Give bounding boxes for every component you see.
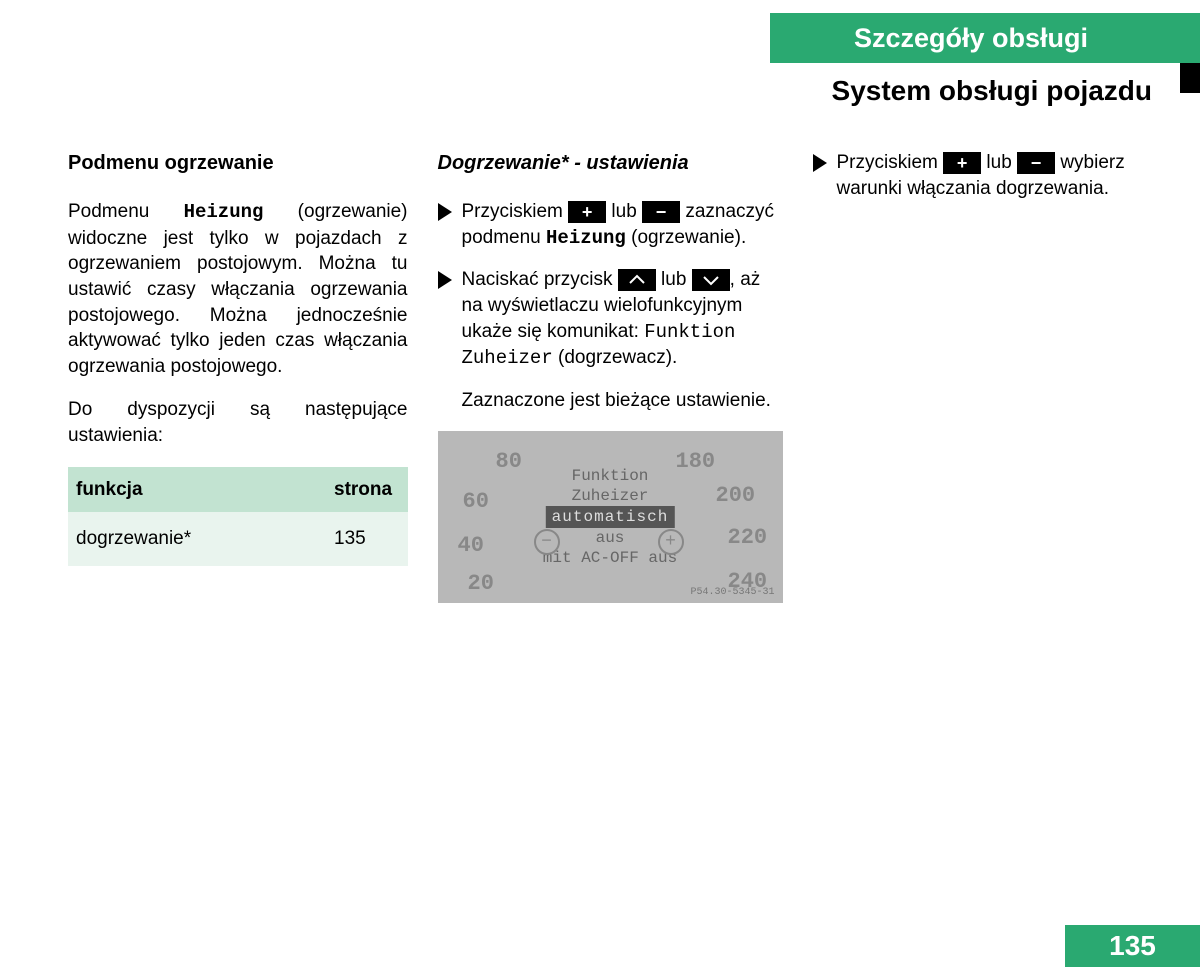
th-strona: strona [326,467,407,513]
plus-circle-icon: + [658,529,684,555]
thumb-tab [1180,63,1200,93]
text: (ogrzewanie). [626,227,746,248]
num: 220 [728,523,768,553]
column-2: Dogrzewanie* - ustawienia Przyciskiem + … [438,150,783,603]
text: lub [656,269,692,290]
mono-text: Heizung [546,227,626,249]
text: (ogrzewanie) widoczne jest tylko w pojaz… [68,201,408,377]
step-body: Przyciskiem + lub − zaznaczyć podmenu He… [462,199,783,251]
disp-line4: aus [543,528,677,548]
text: Podmenu [68,201,184,222]
text: Przyciskiem [837,152,944,173]
step-body: Przyciskiem + lub − wybierz warunki włąc… [837,150,1153,201]
disp-line2: Zuheizer [543,486,677,506]
down-arrow-button-icon [692,269,730,291]
display-footer: P54.30-5345-31 [690,586,774,600]
bullet-triangle-icon [813,154,827,172]
text: Przyciskiem [462,201,569,222]
table-header-row: funkcja strona [68,467,408,513]
mono-text: Heizung [184,201,264,223]
step-1: Przyciskiem + lub − wybierz warunki włąc… [813,150,1153,201]
minus-circle-icon: − [534,529,560,555]
column-3: Przyciskiem + lub − wybierz warunki włąc… [813,150,1153,603]
table-row: dogrzewanie* 135 [68,512,408,566]
dashboard-display: 20 40 60 80 180 200 220 240 Funktion Zuh… [438,431,783,603]
text: lub [981,152,1017,173]
content-columns: Podmenu ogrzewanie Podmenu Heizung (ogrz… [68,150,1152,603]
step-2: Naciskać przycisk lub , aż na wyświetlac… [438,267,783,372]
minus-button-icon: − [642,201,680,223]
up-arrow-button-icon [618,269,656,291]
section-title: System obsługi pojazdu [832,75,1152,107]
chapter-title: Szczegóły obsługi [854,23,1088,54]
step-1: Przyciskiem + lub − zaznaczyć podmenu He… [438,199,783,251]
bullet-triangle-icon [438,271,452,289]
step-body: Naciskać przycisk lub , aż na wyświetlac… [462,267,783,372]
num: 20 [468,569,494,599]
disp-line1: Funktion [543,466,677,486]
col1-para1: Podmenu Heizung (ogrzewanie) widoczne je… [68,199,408,379]
td-funkcja: dogrzewanie* [68,512,326,566]
settings-table: funkcja strona dogrzewanie* 135 [68,467,408,566]
page-number-value: 135 [1109,930,1156,962]
col2-note: Zaznaczone jest bieżące ustawienie. [462,388,783,414]
col2-heading: Dogrzewanie* - ustawienia [438,150,783,177]
disp-line5: mit AC-OFF aus [543,548,677,568]
page-number: 135 [1065,925,1200,967]
td-strona: 135 [326,512,407,566]
plus-button-icon: + [943,152,981,174]
col1-para2: Do dyspozycji są następujące ustawienia: [68,397,408,448]
th-funkcja: funkcja [68,467,326,513]
chapter-header: Szczegóły obsługi [770,13,1200,63]
plus-button-icon: + [568,201,606,223]
text: lub [606,201,642,222]
num: 80 [496,447,522,477]
num: 60 [463,487,489,517]
minus-button-icon: − [1017,152,1055,174]
text: (dogrzewacz). [553,347,678,368]
num: 180 [676,447,716,477]
num: 200 [716,481,756,511]
disp-line3: automatisch [546,506,675,528]
bullet-triangle-icon [438,203,452,221]
text: Naciskać przycisk [462,269,618,290]
col1-heading: Podmenu ogrzewanie [68,150,408,177]
num: 40 [458,531,484,561]
display-center: Funktion Zuheizer automatisch aus mit AC… [543,466,677,568]
column-1: Podmenu ogrzewanie Podmenu Heizung (ogrz… [68,150,408,603]
